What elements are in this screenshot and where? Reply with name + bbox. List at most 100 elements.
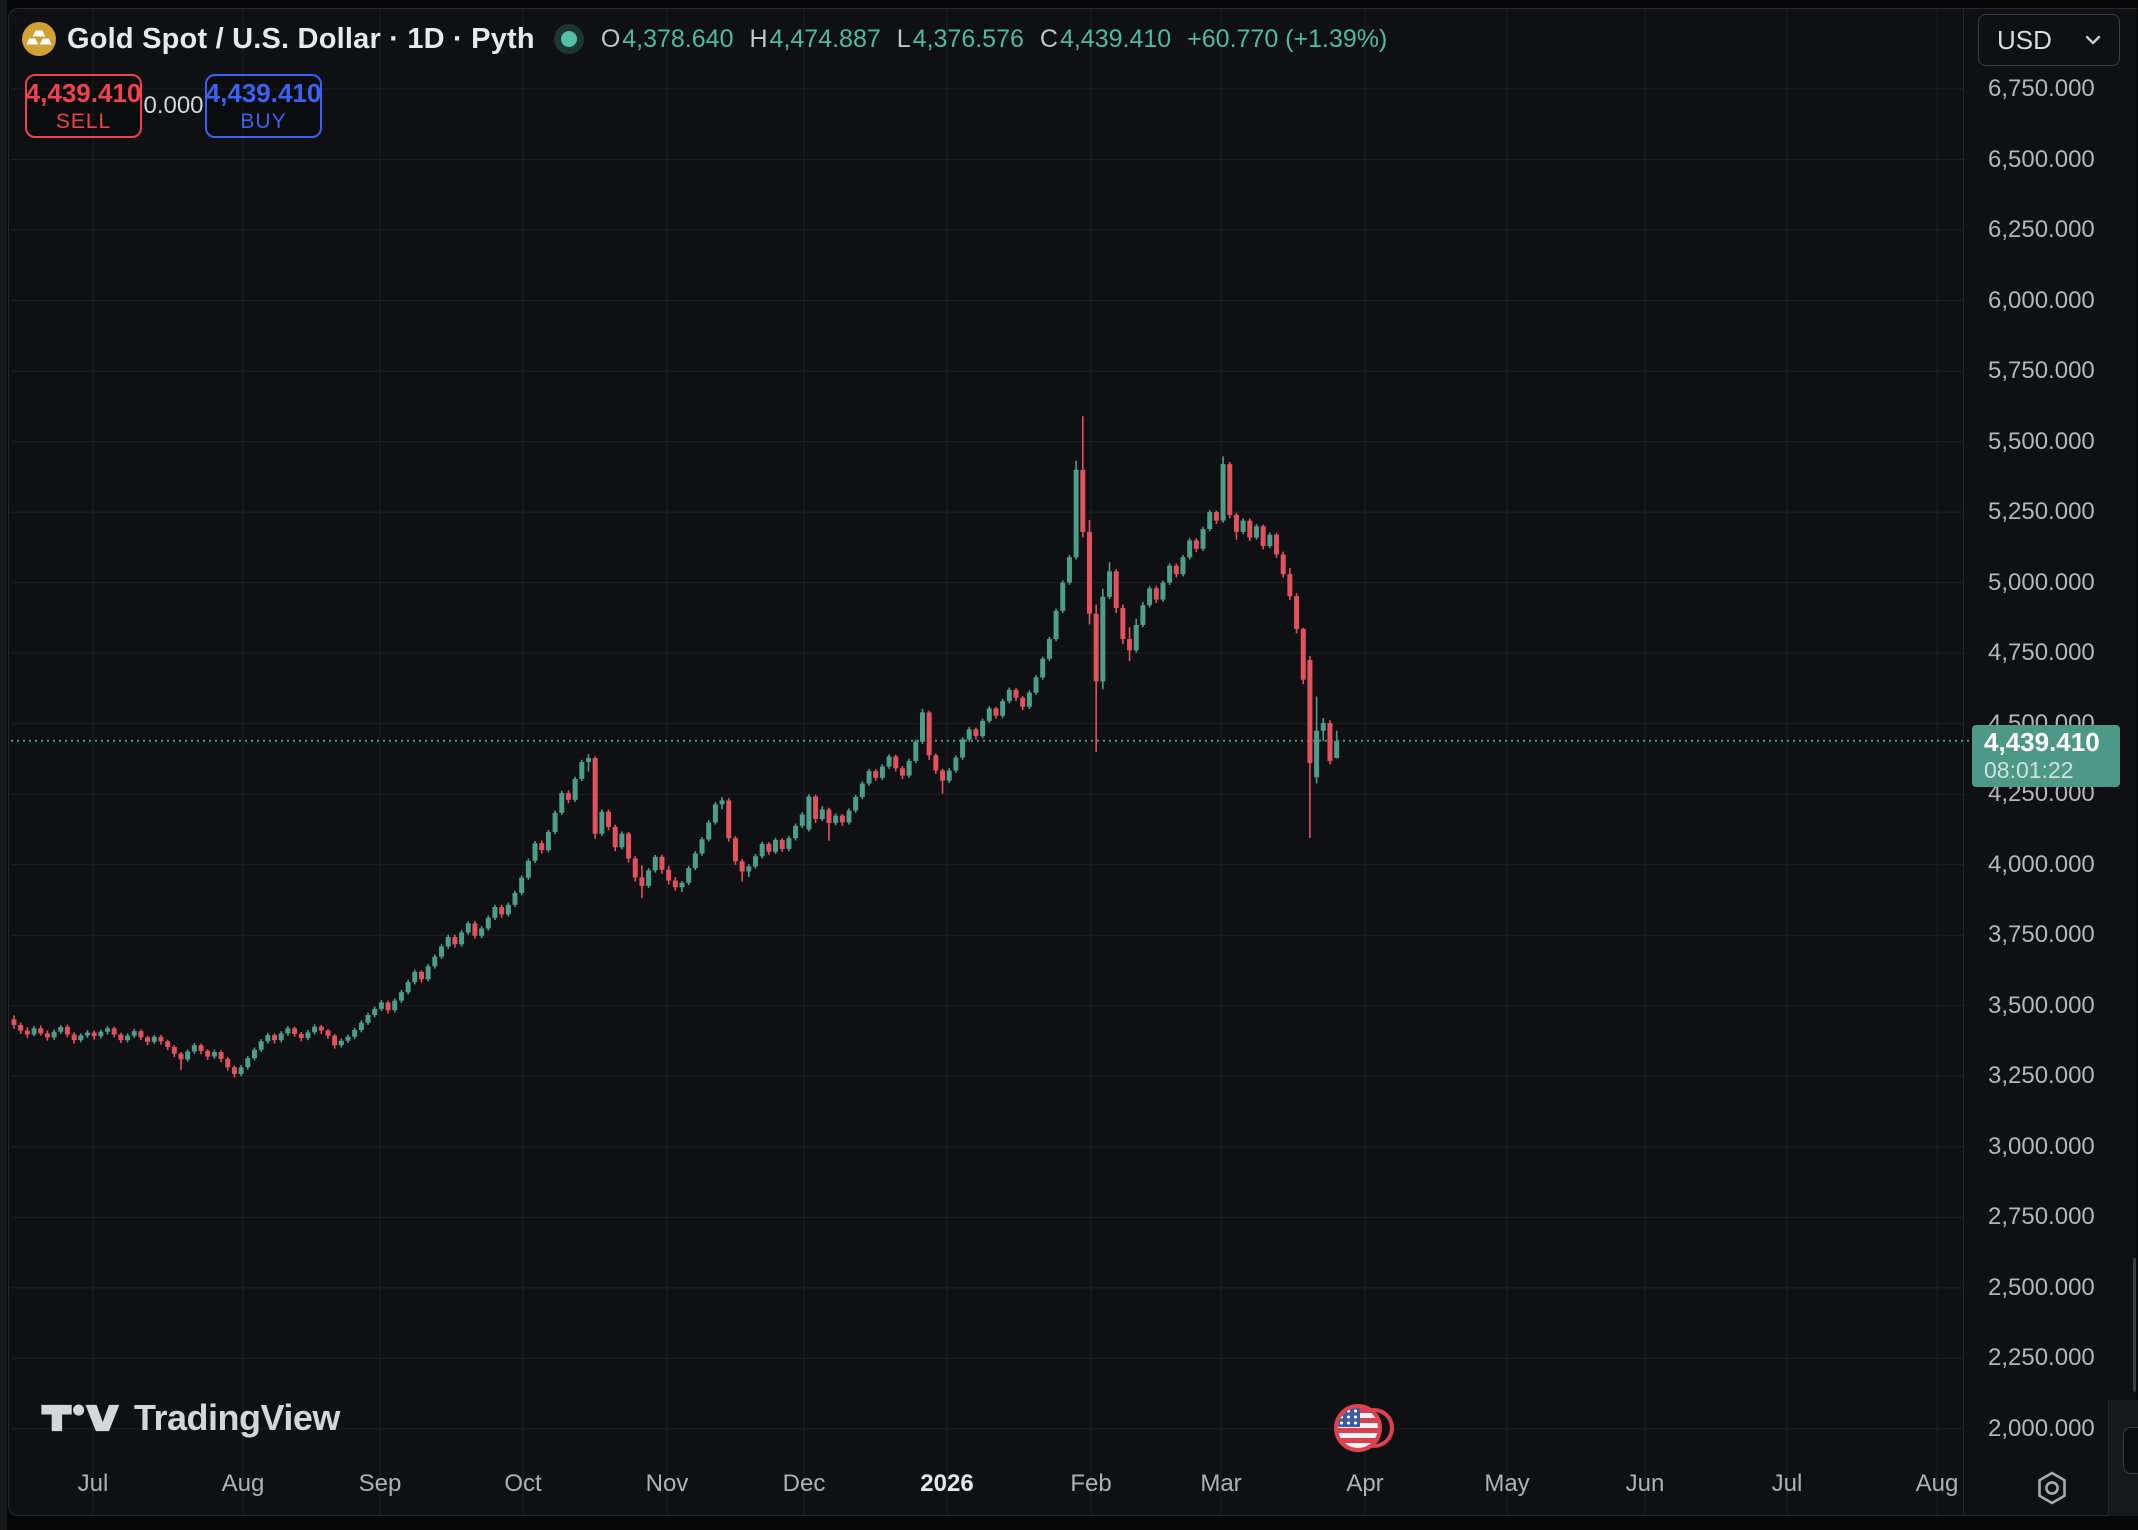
candle-body: [1207, 512, 1213, 530]
candle-body: [565, 793, 571, 800]
candle-body: [853, 797, 859, 811]
chevron-down-icon: [2085, 35, 2101, 45]
quote-buttons-row: 4,439.410 SELL 0.000 4,439.410 BUY: [25, 74, 322, 138]
candle-body: [659, 856, 665, 870]
candle-body: [993, 708, 999, 716]
candle-body: [799, 814, 805, 826]
symbol-header: Gold Spot / U.S. Dollar · 1D · Pyth O 4,3…: [22, 22, 1387, 56]
bar-countdown: 08:01:22: [1984, 757, 2074, 784]
candle-body: [191, 1045, 197, 1052]
candle-body: [819, 809, 825, 820]
tradingview-logo-icon: [41, 1404, 120, 1432]
candle-body: [639, 877, 645, 886]
market-status-icon[interactable]: [553, 24, 584, 54]
time-axis-label: Nov: [645, 1470, 689, 1497]
candle-body: [225, 1058, 231, 1068]
candle-body: [272, 1035, 278, 1041]
candle-body: [1200, 529, 1206, 549]
candle-body: [452, 936, 458, 945]
sell-button[interactable]: 4,439.410 SELL: [25, 74, 142, 138]
price-axis-separator: [1963, 9, 1964, 1515]
time-axis-label: May: [1484, 1470, 1530, 1497]
candle-body: [84, 1032, 90, 1036]
symbol-title[interactable]: Gold Spot / U.S. Dollar · 1D · Pyth: [67, 22, 535, 55]
price-axis-label: 5,000.000: [1988, 568, 2095, 596]
time-axis-label: Jul: [1771, 1470, 1803, 1497]
candle-body: [412, 971, 418, 983]
candle-body: [205, 1050, 211, 1057]
candle-body: [906, 760, 912, 776]
candle-body: [392, 1000, 398, 1011]
candle-body: [806, 796, 812, 830]
candle-body: [786, 838, 792, 849]
candle-body: [1066, 557, 1072, 583]
candle-body: [378, 1002, 384, 1009]
candle-body: [599, 811, 605, 834]
candle-body: [879, 766, 885, 778]
candle-body: [966, 729, 972, 740]
candle-body: [91, 1032, 97, 1037]
candle-body: [51, 1031, 57, 1038]
candle-body: [185, 1051, 191, 1060]
gear-icon[interactable]: [2032, 1468, 2072, 1508]
candle-body: [1240, 520, 1246, 532]
candle-body: [145, 1037, 151, 1042]
candle-body: [251, 1049, 257, 1059]
candle-body: [1006, 689, 1012, 702]
candle-body: [826, 809, 832, 823]
candle-body: [292, 1028, 298, 1034]
candle-body: [31, 1028, 37, 1035]
price-axis-label: 3,250.000: [1988, 1062, 2095, 1090]
price-axis-label: 3,000.000: [1988, 1132, 2095, 1160]
candle-body: [1160, 582, 1166, 600]
candle-body: [398, 992, 404, 1001]
candle-body: [345, 1036, 351, 1041]
price-axis-label: 5,500.000: [1988, 427, 2095, 455]
candle-body: [1080, 469, 1086, 532]
candle-body: [165, 1041, 171, 1047]
candle-body: [940, 770, 946, 781]
currency-dropdown[interactable]: USD: [1978, 14, 2120, 66]
tradingview-logo[interactable]: TradingView: [40, 1396, 340, 1440]
candle-body: [1073, 469, 1079, 558]
candle-body: [1153, 588, 1159, 600]
candle-body: [893, 756, 899, 769]
time-axis-label: Oct: [504, 1470, 542, 1497]
candle-body: [559, 793, 565, 813]
candle-body: [125, 1035, 131, 1041]
candle-body: [1013, 689, 1019, 698]
us-flag-event-icon[interactable]: [1334, 1404, 1394, 1458]
buy-button[interactable]: 4,439.410 BUY: [205, 74, 322, 138]
candle-body: [946, 770, 952, 781]
open-label: O: [600, 24, 621, 53]
candle-body: [672, 880, 678, 888]
candle-body: [719, 800, 725, 805]
us-flag-icon: [1334, 1404, 1382, 1452]
candle-body: [1120, 608, 1126, 640]
candle-body: [592, 758, 598, 834]
bottom-right-corner-area: [2108, 1400, 2138, 1516]
candle-body: [432, 956, 438, 967]
price-axis-scrollbar[interactable]: [2133, 1258, 2136, 1392]
corner-button[interactable]: [2123, 1427, 2138, 1474]
price-axis-label: 2,000.000: [1988, 1414, 2095, 1442]
candle-body: [405, 982, 411, 993]
candle-body: [1086, 531, 1092, 614]
candle-body: [338, 1040, 344, 1046]
candle-body: [245, 1058, 251, 1068]
candle-body: [1287, 574, 1293, 597]
candle-body: [118, 1034, 124, 1041]
candle-body: [933, 755, 939, 771]
candle-body: [739, 861, 745, 872]
candle-body: [385, 1002, 391, 1011]
change-value: +60.770 (+1.39%): [1187, 24, 1388, 53]
candle-body: [318, 1026, 324, 1031]
candle-body: [1274, 534, 1280, 555]
candle-body: [312, 1026, 318, 1033]
spread-value: 0.000: [143, 92, 204, 119]
candle-body: [619, 833, 625, 848]
candle-body: [138, 1031, 144, 1038]
gold-bars-icon: [22, 22, 56, 56]
close-label: C: [1039, 24, 1058, 53]
